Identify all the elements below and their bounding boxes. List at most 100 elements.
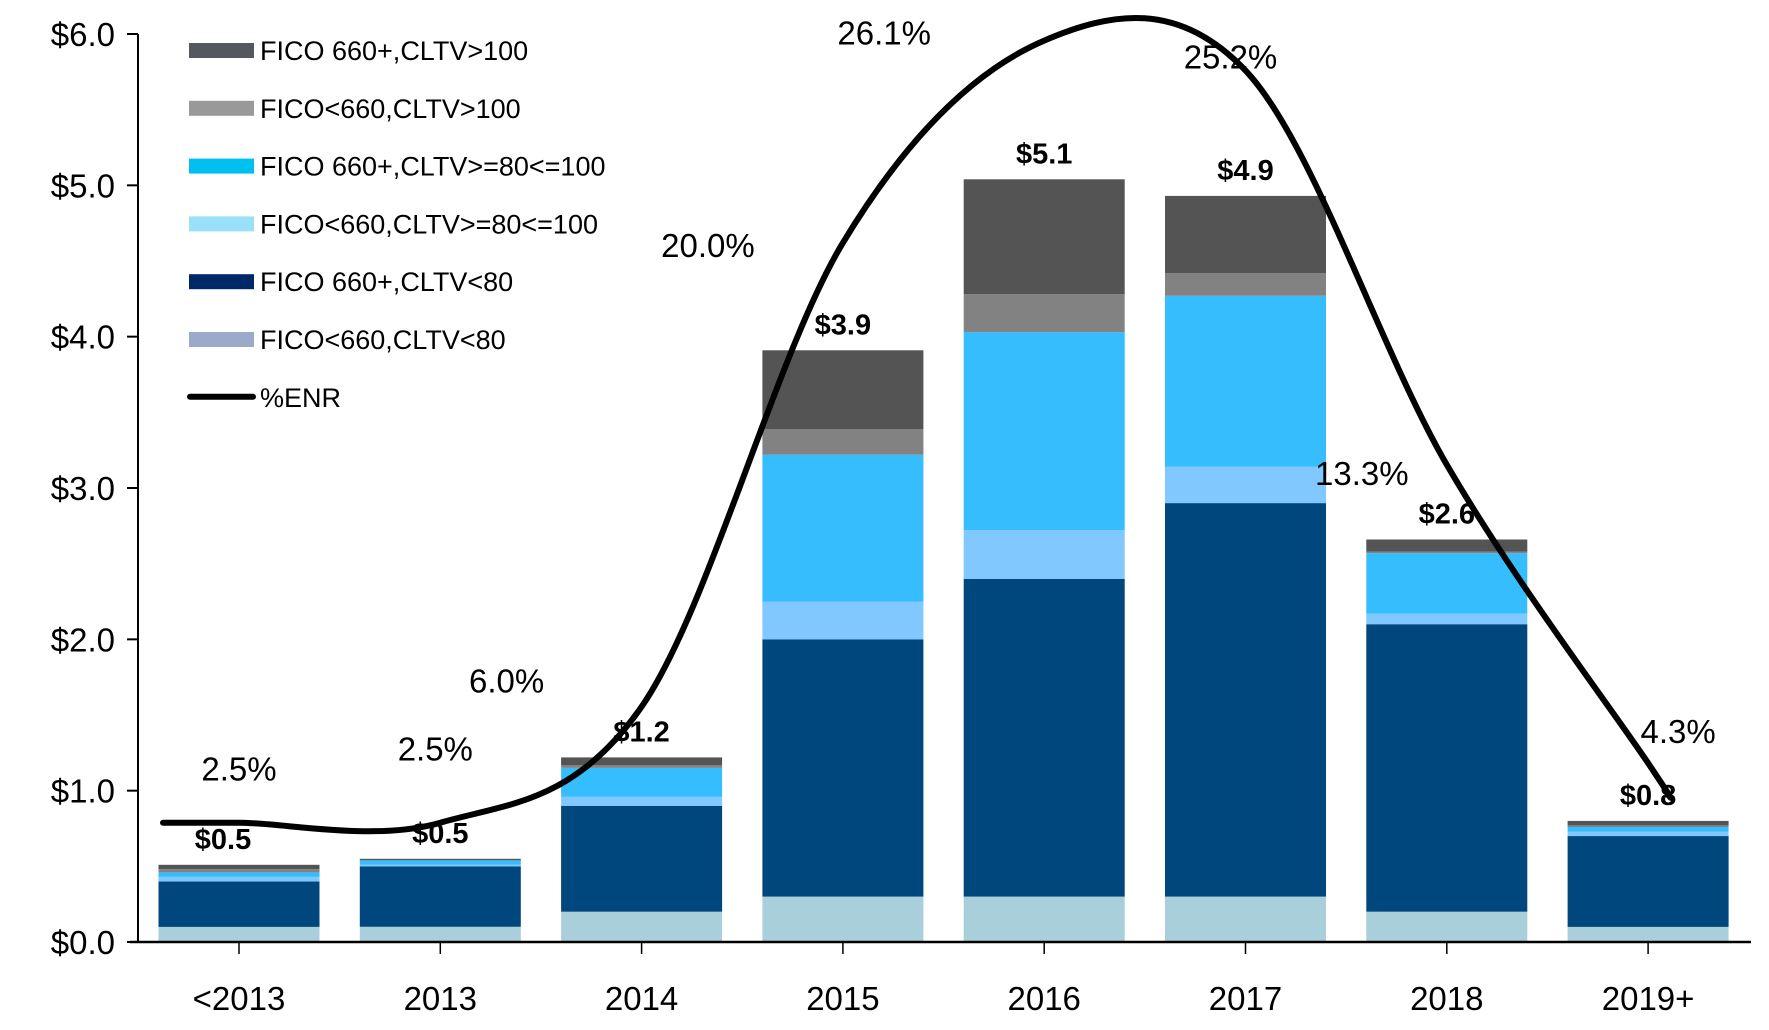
- pct-label: 4.3%: [1640, 713, 1715, 750]
- legend-item: FICO<660,CLTV<80: [189, 325, 506, 355]
- bar-segment-3: [762, 454, 924, 602]
- bar-segment-1: [561, 805, 723, 912]
- bar-segment-4: [1567, 825, 1729, 827]
- bars-layer: [158, 179, 1729, 942]
- bar-segment-1: [1366, 624, 1528, 912]
- legend-swatch: [189, 274, 254, 290]
- legend-swatch: [189, 216, 254, 232]
- x-tick-label: 2013: [404, 980, 477, 1017]
- legend-swatch: [189, 158, 254, 174]
- total-label: $5.1: [1016, 138, 1072, 170]
- bar-segment-2: [1165, 466, 1326, 504]
- x-tick-label: <2013: [193, 980, 286, 1017]
- bar-segment-2: [359, 864, 521, 867]
- legend-swatch: [189, 43, 254, 58]
- total-label: $0.5: [195, 824, 251, 856]
- bar-segment-5: [158, 864, 320, 870]
- bar-segment-0: [561, 911, 723, 942]
- legend-label: FICO<660,CLTV>=80<=100: [260, 209, 598, 239]
- y-tick-label: $1.0: [51, 773, 115, 810]
- bar-stack: [359, 858, 521, 942]
- bar-stack: [1567, 820, 1729, 942]
- y-tick-label: $5.0: [51, 167, 115, 204]
- bar-segment-3: [963, 332, 1125, 531]
- x-tick-label: 2018: [1410, 980, 1483, 1017]
- legend-item: FICO<660,CLTV>100: [189, 94, 521, 124]
- legend-label: %ENR: [260, 383, 341, 413]
- bar-segment-0: [1366, 911, 1528, 942]
- bar-segment-4: [158, 869, 320, 873]
- bar-segment-1: [359, 866, 521, 927]
- legend-item: FICO<660,CLTV>=80<=100: [189, 209, 598, 239]
- total-label: $3.9: [815, 309, 871, 341]
- legend: FICO 660+,CLTV>100 FICO<660,CLTV>100 FICO …: [187, 36, 605, 413]
- pct-label: 2.5%: [201, 751, 276, 788]
- legend-label: FICO 660+,CLTV<80: [260, 267, 513, 297]
- pct-label: 6.0%: [469, 663, 544, 700]
- legend-item: FICO 660+,CLTV>100: [189, 36, 528, 66]
- x-tick-label: 2015: [806, 980, 879, 1017]
- bar-segment-4: [762, 429, 924, 455]
- bar-segment-5: [963, 179, 1125, 295]
- legend-label: FICO<660,CLTV<80: [260, 325, 506, 355]
- pct-label: 2.5%: [398, 731, 473, 768]
- bar-segment-2: [158, 876, 320, 882]
- x-tick-label: 2019+: [1602, 980, 1695, 1017]
- bar-segment-3: [1567, 827, 1729, 832]
- bar-stack: [762, 350, 924, 942]
- bar-stack: [158, 864, 320, 942]
- bar-stack: [963, 179, 1125, 942]
- bar-segment-0: [1165, 896, 1326, 942]
- bar-segment-1: [158, 881, 320, 927]
- bar-segment-0: [963, 896, 1125, 942]
- total-label: $2.6: [1419, 498, 1475, 530]
- bar-segment-2: [561, 796, 723, 806]
- bar-segment-5: [561, 757, 723, 765]
- bar-stack: [561, 757, 723, 942]
- y-tick-label: $4.0: [51, 319, 115, 356]
- bar-stack: [1165, 195, 1326, 942]
- y-tick-label: $0.0: [51, 924, 115, 961]
- pct-label: 13.3%: [1315, 455, 1409, 492]
- bar-segment-5: [1165, 195, 1326, 274]
- legend-swatch: [189, 332, 254, 347]
- legend-item: FICO 660+,CLTV>=80<=100: [189, 152, 605, 182]
- x-tick-label: 2016: [1007, 980, 1080, 1017]
- bar-segment-0: [1567, 926, 1729, 942]
- pct-labels-layer: 2.5% 2.5% 6.0% 20.0% 26.1% 25.2% 13.3% 4.3%: [201, 15, 1715, 788]
- x-ticks-layer: <2013 2013 2014 2015 2016 2017 2018 2019+: [193, 942, 1695, 1017]
- bar-segment-1: [963, 578, 1125, 897]
- bar-segment-4: [1366, 551, 1528, 554]
- pct-label: 20.0%: [661, 227, 755, 264]
- bar-segment-4: [561, 764, 723, 768]
- bar-stack: [1366, 539, 1528, 942]
- bar-segment-3: [359, 860, 521, 865]
- bar-segment-4: [963, 294, 1125, 333]
- y-ticks-layer: $0.0 $1.0 $2.0 $3.0 $4.0 $5.0 $6.0: [51, 16, 138, 961]
- bar-segment-0: [762, 896, 924, 942]
- y-tick-label: $3.0: [51, 470, 115, 507]
- pct-label: 26.1%: [837, 15, 931, 52]
- x-tick-label: 2017: [1209, 980, 1282, 1017]
- bar-segment-5: [1567, 820, 1729, 826]
- bar-segment-0: [359, 926, 521, 942]
- bar-segment-2: [963, 530, 1125, 579]
- legend-item: FICO 660+,CLTV<80: [189, 267, 513, 297]
- bar-segment-3: [158, 872, 320, 877]
- legend-label: FICO 660+,CLTV>100: [260, 36, 528, 66]
- legend-swatch: [189, 100, 254, 116]
- bar-segment-3: [1366, 553, 1528, 614]
- bar-segment-2: [762, 601, 924, 640]
- total-labels-layer: $0.5 $0.5$1.2$3.9$5.1$4.9$2.6$0.8: [195, 138, 1677, 856]
- bar-segment-2: [1366, 613, 1528, 625]
- bar-segment-4: [1165, 273, 1326, 296]
- bar-segment-3: [561, 768, 723, 797]
- pct-label: 25.2%: [1184, 38, 1278, 75]
- bar-segment-1: [1567, 836, 1729, 927]
- bar-segment-5: [1366, 539, 1528, 552]
- legend-label: FICO 660+,CLTV>=80<=100: [260, 152, 605, 182]
- y-tick-label: $6.0: [51, 16, 115, 53]
- bar-segment-1: [762, 639, 924, 897]
- bar-segment-0: [158, 926, 320, 942]
